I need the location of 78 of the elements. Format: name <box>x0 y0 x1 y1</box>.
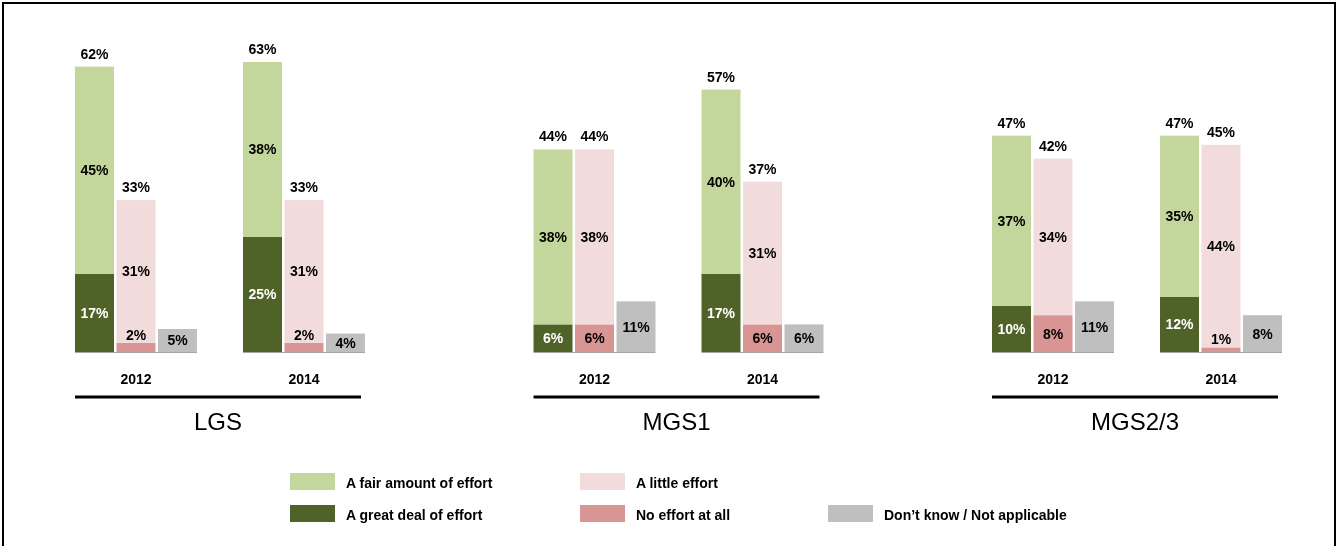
bar <box>701 89 741 274</box>
bar <box>1075 301 1114 352</box>
data-label: 6% <box>752 330 774 347</box>
bar <box>1201 347 1241 352</box>
data-label: 8% <box>1042 325 1064 342</box>
bar <box>533 149 573 325</box>
total-label: 42% <box>1038 137 1068 154</box>
bar <box>243 236 282 352</box>
data-label: 44% <box>1206 238 1236 255</box>
bar <box>284 342 324 352</box>
data-label: 40% <box>706 173 736 190</box>
data-label: 34% <box>1038 228 1068 245</box>
data-label: 1% <box>1210 331 1232 348</box>
data-label: 2% <box>125 326 147 343</box>
data-label: 4% <box>335 334 357 351</box>
total-label: 33% <box>121 179 151 196</box>
bar <box>1033 158 1073 316</box>
bar <box>701 273 741 352</box>
x-tick-label: 2012 <box>578 371 611 387</box>
x-tick-label: 2014 <box>1205 371 1237 387</box>
total-label: 45% <box>1206 123 1236 140</box>
total-label: 62% <box>80 45 110 62</box>
total-label: 57% <box>706 68 736 85</box>
bar <box>116 200 156 343</box>
bar <box>116 342 156 352</box>
x-tick-label: 2014 <box>288 371 320 387</box>
bar <box>75 66 114 274</box>
data-label: 12% <box>1165 316 1195 333</box>
data-label: 37% <box>997 212 1027 229</box>
legend-label: No effort at all <box>636 507 731 523</box>
bar <box>243 62 282 237</box>
total-label: 33% <box>289 179 319 196</box>
data-label: 31% <box>748 245 778 262</box>
bar <box>575 149 614 325</box>
x-axis-title: LGS <box>193 408 243 435</box>
bar <box>1160 135 1199 297</box>
total-label: 47% <box>1165 114 1195 131</box>
legend-label: A little effort <box>636 475 719 491</box>
bar <box>616 301 656 352</box>
bar <box>992 135 1031 306</box>
bar <box>1033 315 1073 352</box>
data-label: 25% <box>248 286 278 303</box>
data-label: 35% <box>1165 208 1195 225</box>
bar <box>284 200 324 343</box>
data-label: 11% <box>622 318 651 335</box>
total-label: 47% <box>997 114 1027 131</box>
data-label: 38% <box>580 228 610 245</box>
x-tick-label: 2014 <box>746 371 779 387</box>
data-label: 6% <box>542 330 564 347</box>
data-label: 11% <box>1080 318 1109 335</box>
data-label: 10% <box>997 320 1027 337</box>
data-label: 5% <box>167 332 189 349</box>
data-label: 31% <box>289 263 319 280</box>
bar <box>1201 144 1241 348</box>
data-label: 8% <box>1252 325 1274 342</box>
bar <box>75 273 114 352</box>
data-label: 38% <box>538 228 568 245</box>
total-label: 44% <box>538 128 568 145</box>
total-label: 37% <box>748 160 778 177</box>
data-label: 6% <box>793 330 815 347</box>
x-axis-title: MGS1 <box>642 408 711 435</box>
bar <box>1160 296 1199 352</box>
total-label: 63% <box>248 41 278 57</box>
x-axis-title: MGS2/3 <box>1090 408 1180 435</box>
data-label: 6% <box>584 330 606 347</box>
data-label: 2% <box>293 326 315 343</box>
data-label: 45% <box>80 162 110 179</box>
data-label: 17% <box>80 304 110 321</box>
total-label: 44% <box>580 128 610 145</box>
legend-label: A great deal of effort <box>346 507 483 523</box>
data-label: 17% <box>706 304 736 321</box>
x-tick-label: 2012 <box>120 371 152 387</box>
legend-label: Don’t know / Not applicable <box>884 507 1067 523</box>
x-tick-label: 2012 <box>1037 371 1069 387</box>
data-label: 38% <box>248 141 278 158</box>
bar <box>743 181 782 325</box>
legend-label: A fair amount of effort <box>346 475 493 491</box>
data-label: 31% <box>121 263 151 280</box>
